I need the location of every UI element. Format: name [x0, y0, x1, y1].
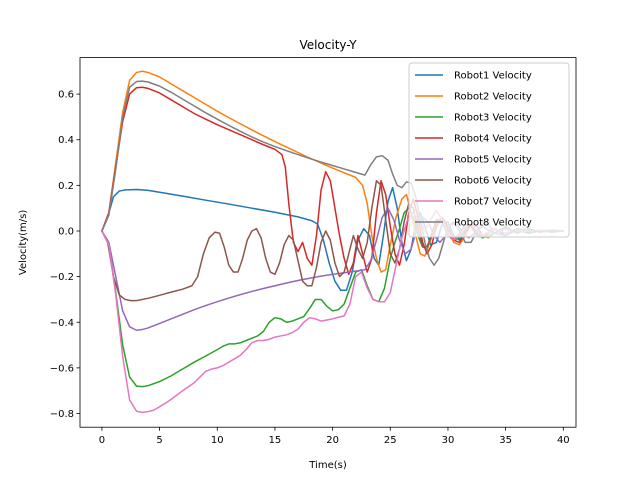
legend-label-robot1: Robot1 Velocity	[454, 71, 532, 82]
y-axis-title: Velocity(m/s)	[18, 210, 29, 275]
legend-label-robot3: Robot3 Velocity	[454, 113, 532, 124]
legend: Robot1 Velocity Robot2 Velocity Robot3 Vel…	[408, 62, 570, 238]
legend-box	[408, 62, 570, 238]
x-tick-label: 0	[99, 435, 105, 446]
x-tick-label: 10	[211, 435, 224, 446]
y-axis-ticks: −0.8 −0.6 −0.4 −0.2 0.0 0.2 0.4 0.6	[50, 90, 80, 420]
legend-label-robot2: Robot2 Velocity	[454, 92, 532, 103]
legend-entries: Robot1 Velocity Robot2 Velocity Robot3 Vel…	[415, 71, 532, 229]
y-tick-label: 0.4	[58, 135, 74, 146]
y-tick-label: 0.2	[58, 181, 74, 192]
plot-frame	[79, 57, 577, 428]
series-line-robot3	[101, 207, 565, 388]
x-axis-title: Time(s)	[308, 460, 347, 471]
legend-label-robot6: Robot6 Velocity	[454, 176, 532, 187]
x-tick-label: 30	[442, 435, 455, 446]
series-line-robot4	[101, 86, 565, 276]
y-tick-label: −0.2	[50, 272, 74, 283]
chart-title: Velocity-Y	[299, 38, 357, 52]
y-tick-label: −0.4	[50, 318, 74, 329]
y-tick-label: 0.6	[58, 90, 74, 101]
y-tick-label: −0.8	[50, 409, 74, 420]
x-tick-label: 35	[499, 435, 512, 446]
y-tick-label: 0.0	[58, 226, 74, 237]
x-tick-label: 25	[384, 435, 397, 446]
x-tick-label: 40	[557, 435, 570, 446]
x-axis-ticks: 0 5 10 15 20 25 30 35 40	[99, 427, 570, 446]
y-tick-label: −0.6	[50, 363, 74, 374]
x-tick-label: 20	[326, 435, 339, 446]
legend-label-robot8: Robot8 Velocity	[454, 218, 532, 229]
legend-label-robot5: Robot5 Velocity	[454, 155, 532, 166]
x-tick-label: 15	[269, 435, 282, 446]
legend-label-robot7: Robot7 Velocity	[454, 197, 532, 208]
legend-label-robot4: Robot4 Velocity	[454, 134, 532, 145]
x-tick-label: 5	[156, 435, 162, 446]
